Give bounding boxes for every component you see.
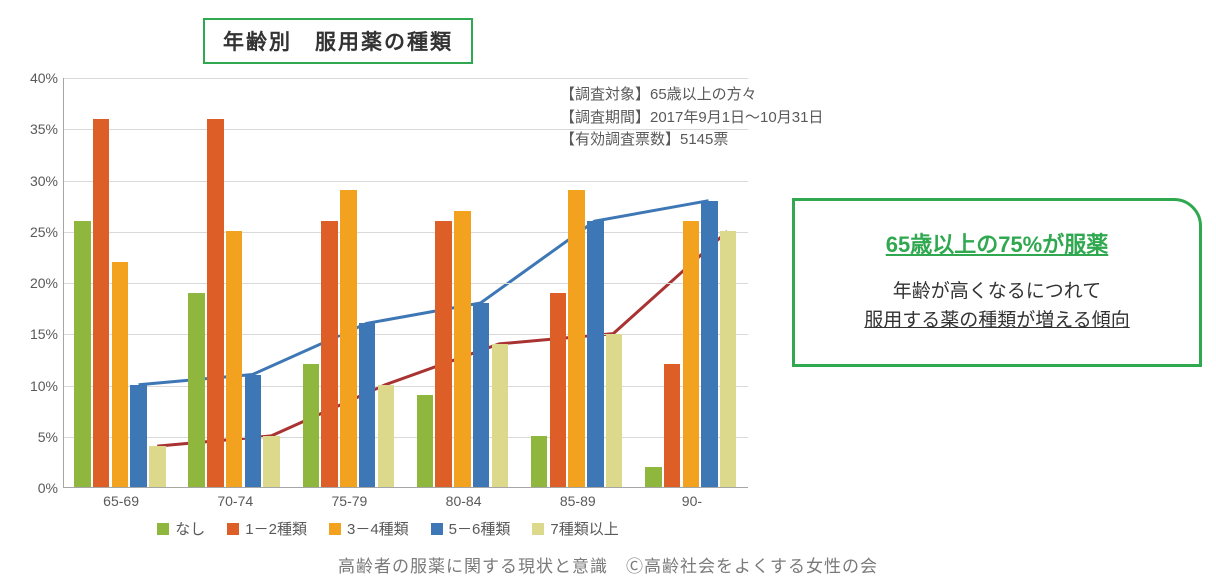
xtick-label: 70-74 (217, 487, 253, 509)
xtick-label: 80-84 (446, 487, 482, 509)
bar (550, 293, 566, 487)
chart-title: 年齢別 服用薬の種類 (203, 18, 473, 64)
bar (378, 385, 394, 487)
gridline (64, 78, 748, 79)
legend-item: 5－6種類 (431, 518, 511, 539)
bar (359, 323, 375, 487)
bar (245, 375, 261, 487)
legend-label: 1－2種類 (245, 518, 307, 539)
legend-label: 3－4種類 (347, 518, 409, 539)
ytick-label: 40% (30, 70, 64, 86)
legend-swatch (157, 523, 169, 535)
figure-root: 年齢別 服用薬の種類 0% 5% 10% 15% 20% 25% 30% 35% 40% 65-6… (0, 0, 1216, 587)
callout-body: 年齢が高くなるにつれて 服用する薬の種類が増える傾向 (811, 277, 1183, 336)
legend-item: なし (157, 518, 205, 539)
bar (263, 436, 279, 487)
gridline (64, 437, 748, 438)
xtick-label: 90‐ (682, 487, 702, 509)
bar (340, 190, 356, 487)
legend-item: 1－2種類 (227, 518, 307, 539)
legend-label: 5－6種類 (449, 518, 511, 539)
bar (645, 467, 661, 487)
meta-line: 【有効調査票数】5145票 (560, 129, 823, 152)
bar (74, 221, 90, 487)
gridline (64, 181, 748, 182)
bar (606, 334, 622, 487)
bar (321, 221, 337, 487)
bar (435, 221, 451, 487)
bar (207, 119, 223, 487)
bar (587, 221, 603, 487)
ytick-label: 15% (30, 326, 64, 342)
bar (454, 211, 470, 487)
ytick-label: 0% (38, 480, 64, 496)
bar (568, 190, 584, 487)
callout-headline: 65歳以上の75%が服薬 (886, 227, 1109, 259)
bar (188, 293, 204, 487)
bar (531, 436, 547, 487)
legend-swatch (227, 523, 239, 535)
bar (664, 364, 680, 487)
footer-credit: 高齢者の服薬に関する現状と意識 Ⓒ高齢社会をよくする女性の会 (0, 552, 1216, 577)
trend-line (139, 201, 709, 385)
legend-swatch (329, 523, 341, 535)
bar (683, 221, 699, 487)
xtick-label: 75-79 (332, 487, 368, 509)
gridline (64, 386, 748, 387)
meta-line: 【調査対象】65歳以上の方々 (560, 84, 823, 107)
ytick-label: 35% (30, 121, 64, 137)
ytick-label: 25% (30, 224, 64, 240)
xtick-label: 85-89 (560, 487, 596, 509)
ytick-label: 5% (38, 429, 64, 445)
bar (303, 364, 319, 487)
legend-swatch (431, 523, 443, 535)
survey-meta: 【調査対象】65歳以上の方々【調査期間】2017年9月1日～10月31日【有効調… (560, 84, 823, 152)
legend-item: 7種類以上 (532, 518, 618, 539)
bar (473, 303, 489, 487)
bar (492, 344, 508, 487)
bar (130, 385, 146, 487)
bar (149, 446, 165, 487)
bar (93, 119, 109, 487)
legend-item: 3－4種類 (329, 518, 409, 539)
legend: なし 1－2種類 3－4種類 5－6種類 7種類以上 (78, 518, 698, 539)
ytick-label: 10% (30, 378, 64, 394)
gridline (64, 232, 748, 233)
callout-body-line1: 年齢が高くなるにつれて (811, 277, 1183, 306)
bar (112, 262, 128, 487)
ytick-label: 30% (30, 173, 64, 189)
meta-line: 【調査期間】2017年9月1日～10月31日 (560, 107, 823, 130)
legend-label: 7種類以上 (550, 518, 618, 539)
bar (701, 201, 717, 487)
bar (720, 231, 736, 487)
callout-box: 65歳以上の75%が服薬 年齢が高くなるにつれて 服用する薬の種類が増える傾向 (792, 198, 1202, 367)
ytick-label: 20% (30, 275, 64, 291)
xtick-label: 65-69 (103, 487, 139, 509)
legend-label: なし (175, 518, 205, 539)
legend-swatch (532, 523, 544, 535)
callout-body-line2: 服用する薬の種類が増える傾向 (811, 306, 1183, 335)
bar (417, 395, 433, 487)
bar (226, 231, 242, 487)
gridline (64, 283, 748, 284)
gridline (64, 334, 748, 335)
